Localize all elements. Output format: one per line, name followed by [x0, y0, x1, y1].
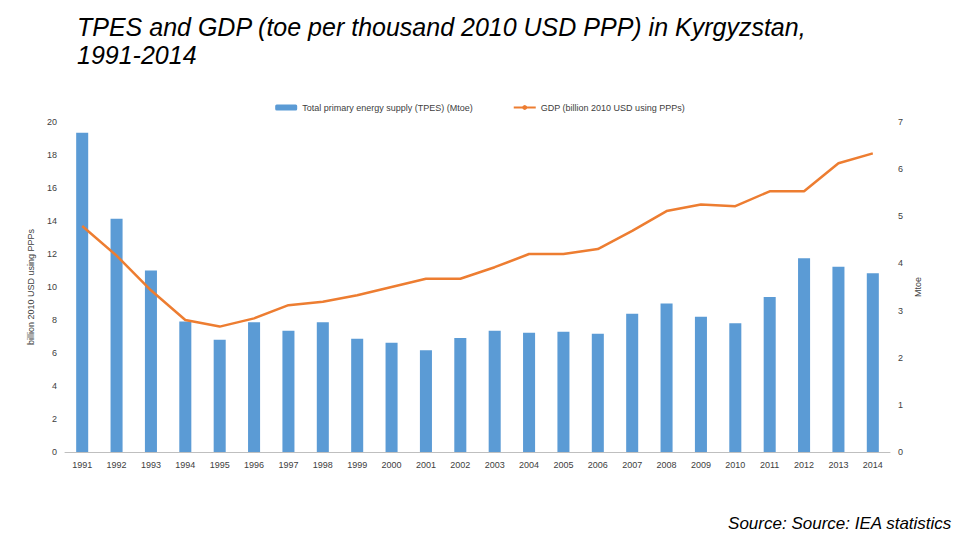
svg-text:1991-2014: 1991-2014: [77, 41, 197, 69]
svg-text:20: 20: [47, 117, 57, 127]
svg-text:2009: 2009: [691, 460, 711, 470]
svg-text:2005: 2005: [553, 460, 573, 470]
svg-text:TPES and GDP (toe per thousand: TPES and GDP (toe per thousand 2010 USD …: [77, 13, 813, 41]
svg-text:1998: 1998: [313, 460, 333, 470]
svg-text:2012: 2012: [794, 460, 814, 470]
svg-text:2001: 2001: [416, 460, 436, 470]
svg-text:2: 2: [898, 353, 903, 363]
svg-text:6: 6: [52, 348, 57, 358]
svg-text:8: 8: [52, 315, 57, 325]
svg-text:2006: 2006: [588, 460, 608, 470]
svg-text:1995: 1995: [210, 460, 230, 470]
svg-text:1999: 1999: [347, 460, 367, 470]
svg-text:1997: 1997: [278, 460, 298, 470]
svg-text:Source: Source: IEA statistics: Source: Source: IEA statistics: [728, 514, 952, 533]
svg-text:2011: 2011: [760, 460, 779, 470]
svg-text:Mtoe: Mtoe: [913, 277, 923, 297]
svg-text:2007: 2007: [622, 460, 642, 470]
svg-text:2: 2: [52, 414, 57, 424]
svg-text:2000: 2000: [382, 460, 402, 470]
svg-text:12: 12: [47, 249, 57, 259]
svg-text:2013: 2013: [828, 460, 848, 470]
svg-text:0: 0: [898, 447, 903, 457]
svg-text:0: 0: [52, 447, 57, 457]
svg-text:1992: 1992: [107, 460, 127, 470]
svg-text:10: 10: [47, 282, 57, 292]
svg-text:2014: 2014: [863, 460, 883, 470]
svg-text:16: 16: [47, 183, 57, 193]
svg-text:2003: 2003: [485, 460, 505, 470]
svg-text:2008: 2008: [657, 460, 677, 470]
svg-text:Total primary energy supply (T: Total primary energy supply (TPES) (Mtoe…: [302, 103, 473, 113]
svg-text:1993: 1993: [141, 460, 161, 470]
svg-text:14: 14: [47, 216, 57, 226]
svg-text:4: 4: [52, 381, 57, 391]
svg-text:1: 1: [898, 400, 903, 410]
svg-text:1991: 1991: [72, 460, 92, 470]
svg-text:2010: 2010: [725, 460, 745, 470]
svg-text:4: 4: [898, 258, 903, 268]
svg-text:2004: 2004: [519, 460, 539, 470]
svg-text:2002: 2002: [450, 460, 470, 470]
svg-text:6: 6: [898, 164, 903, 174]
svg-text:billion 2010 USD using PPPs: billion 2010 USD using PPPs: [26, 228, 36, 345]
svg-text:7: 7: [898, 117, 903, 127]
svg-text:3: 3: [898, 306, 903, 316]
svg-text:1996: 1996: [244, 460, 264, 470]
svg-text:18: 18: [47, 150, 57, 160]
svg-text:GDP (billion 2010 USD using PP: GDP (billion 2010 USD using PPPs): [541, 103, 685, 113]
svg-text:1994: 1994: [175, 460, 195, 470]
svg-text:5: 5: [898, 211, 903, 221]
